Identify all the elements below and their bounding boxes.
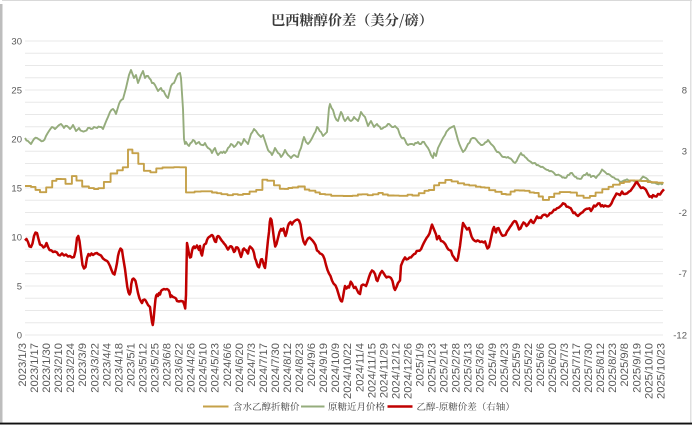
svg-text:2025/4/9: 2025/4/9 — [487, 343, 499, 387]
svg-text:2025/9/19: 2025/9/19 — [631, 343, 643, 393]
svg-text:2025/1/23: 2025/1/23 — [427, 343, 439, 393]
svg-text:10: 10 — [11, 232, 22, 243]
svg-text:2023/5/1: 2023/5/1 — [125, 343, 137, 387]
svg-text:2023/6/8: 2023/6/8 — [162, 343, 174, 387]
svg-text:3: 3 — [682, 147, 687, 158]
svg-text:-2: -2 — [679, 208, 687, 219]
svg-text:2025/3/26: 2025/3/26 — [475, 343, 487, 393]
svg-text:2024/7/3: 2024/7/3 — [246, 343, 258, 387]
svg-text:2024/5/23: 2024/5/23 — [210, 343, 222, 393]
svg-text:2023/3/22: 2023/3/22 — [89, 343, 101, 393]
svg-text:15: 15 — [11, 183, 22, 194]
svg-text:2025/9/8: 2025/9/8 — [619, 343, 631, 387]
svg-text:2025/10/23: 2025/10/23 — [655, 343, 667, 399]
svg-text:2025/4/23: 2025/4/23 — [499, 343, 511, 393]
svg-text:2024/12/12: 2024/12/12 — [390, 343, 402, 399]
svg-text:2024/7/17: 2024/7/17 — [258, 343, 270, 393]
svg-text:2024/6/20: 2024/6/20 — [234, 343, 246, 393]
svg-text:2023/1/30: 2023/1/30 — [41, 343, 53, 393]
svg-text:2024/10/9: 2024/10/9 — [330, 343, 342, 393]
svg-text:2024/11/15: 2024/11/15 — [366, 343, 378, 398]
svg-text:2023/5/12: 2023/5/12 — [137, 343, 149, 393]
svg-text:2025/6/6: 2025/6/6 — [535, 343, 547, 387]
svg-text:2025/7/17: 2025/7/17 — [571, 343, 583, 393]
svg-text:2024/8/12: 2024/8/12 — [282, 343, 294, 393]
svg-text:2025/8/23: 2025/8/23 — [607, 343, 619, 393]
svg-text:5: 5 — [17, 281, 22, 292]
svg-text:2023/1/17: 2023/1/17 — [29, 343, 41, 393]
svg-text:2025/6/20: 2025/6/20 — [547, 343, 559, 393]
svg-text:2024/6/6: 2024/6/6 — [222, 343, 234, 387]
svg-text:20: 20 — [11, 134, 22, 145]
svg-text:2025/10/10: 2025/10/10 — [643, 343, 655, 399]
svg-text:2024/11/29: 2024/11/29 — [378, 343, 390, 398]
svg-text:2024/12/26: 2024/12/26 — [402, 343, 414, 399]
svg-text:2025/8/12: 2025/8/12 — [595, 343, 607, 393]
svg-text:2023/4/4: 2023/4/4 — [101, 343, 113, 387]
svg-text:2024/4/26: 2024/4/26 — [186, 343, 198, 393]
svg-text:2025/3/13: 2025/3/13 — [463, 343, 475, 393]
svg-text:2023/2/10: 2023/2/10 — [53, 343, 65, 393]
svg-text:2023/5/25: 2023/5/25 — [150, 343, 162, 393]
svg-text:2023/2/24: 2023/2/24 — [65, 343, 77, 393]
svg-text:2023/3/9: 2023/3/9 — [77, 343, 89, 387]
svg-text:2025/5/9: 2025/5/9 — [511, 343, 523, 387]
svg-text:2024/11/4: 2024/11/4 — [354, 343, 366, 392]
svg-text:2025/5/22: 2025/5/22 — [523, 343, 535, 393]
svg-text:2024/9/19: 2024/9/19 — [318, 343, 330, 393]
svg-text:2024/5/10: 2024/5/10 — [198, 343, 210, 393]
svg-text:2023/4/18: 2023/4/18 — [113, 343, 125, 393]
svg-text:-12: -12 — [673, 330, 687, 341]
svg-text:0: 0 — [17, 330, 22, 341]
svg-text:-7: -7 — [679, 269, 687, 280]
svg-text:30: 30 — [11, 36, 22, 47]
svg-text:2023/1/3: 2023/1/3 — [17, 343, 29, 387]
svg-text:2025/2/28: 2025/2/28 — [451, 343, 463, 393]
svg-text:2025/7/3: 2025/7/3 — [559, 343, 571, 387]
svg-text:25: 25 — [11, 85, 22, 96]
svg-text:2024/9/6: 2024/9/6 — [306, 343, 318, 387]
svg-text:2024/7/30: 2024/7/30 — [270, 343, 282, 393]
svg-text:2023/6/22: 2023/6/22 — [174, 343, 186, 393]
svg-text:2024/8/23: 2024/8/23 — [294, 343, 306, 393]
svg-text:2024/10/22: 2024/10/22 — [342, 343, 354, 399]
svg-text:2025/7/30: 2025/7/30 — [583, 343, 595, 393]
svg-text:2025/2/14: 2025/2/14 — [439, 343, 451, 393]
svg-text:2025/1/9: 2025/1/9 — [415, 343, 427, 387]
svg-text:8: 8 — [682, 85, 687, 96]
